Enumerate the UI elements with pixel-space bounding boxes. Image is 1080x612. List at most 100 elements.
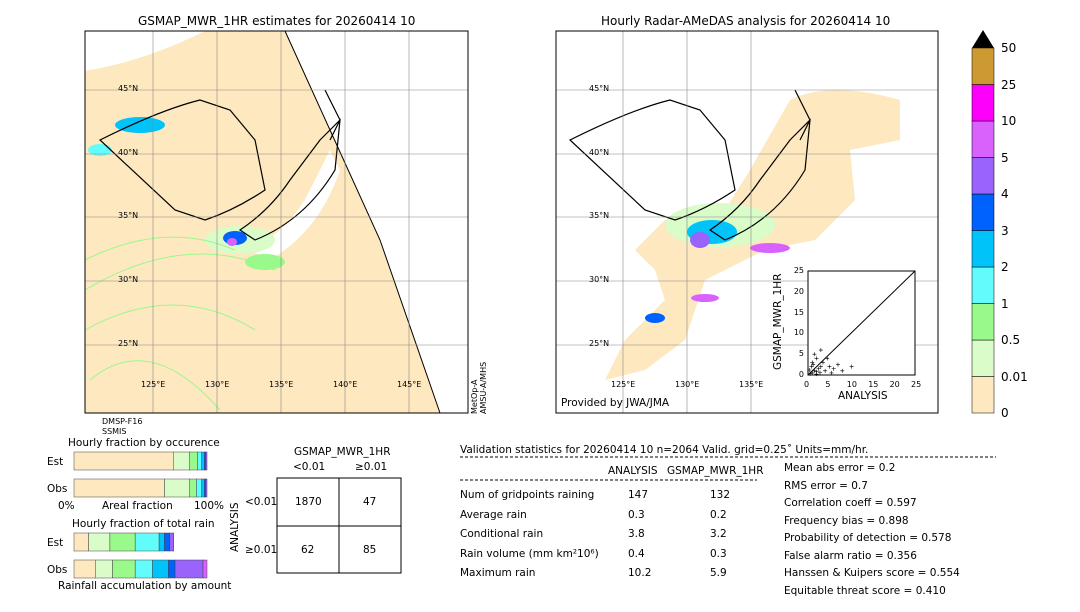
scatter-point xyxy=(811,362,816,367)
est-label: Est xyxy=(47,456,64,468)
scatter-ylabel: GSMAP_MWR_1HR xyxy=(772,273,784,370)
credit-label: Provided by JWA/JMA xyxy=(561,397,670,409)
colorbar-label: 4 xyxy=(1001,187,1009,201)
fraction-segment xyxy=(202,559,208,579)
occurrence-title: Hourly fraction by occurence xyxy=(68,437,220,449)
fraction-segment xyxy=(73,451,174,471)
x-tick-label: 20 xyxy=(889,380,900,389)
scatter-point xyxy=(812,368,817,373)
stat-analysis: 147 xyxy=(628,489,649,501)
no-data-swath xyxy=(285,31,468,413)
score-text: Correlation coeff = 0.597 xyxy=(784,497,917,509)
fraction-segment xyxy=(73,532,89,552)
scatter-point xyxy=(823,368,828,373)
left-map xyxy=(84,30,468,414)
fraction-segment xyxy=(189,478,197,498)
scatter-point xyxy=(810,370,815,375)
colorbar-segment xyxy=(971,47,995,85)
stat-label: Num of gridpoints raining xyxy=(460,489,595,501)
stat-label: Average rain xyxy=(460,508,527,521)
x-tick-label: 25 xyxy=(911,380,922,389)
lat-label: 35°N xyxy=(589,211,610,220)
scatter-point xyxy=(829,370,834,375)
fraction-segment xyxy=(174,559,204,579)
y-tick-label: 10 xyxy=(793,328,804,338)
scatter-point xyxy=(820,360,825,365)
lat-label: 35°N xyxy=(118,211,139,220)
fraction-segment xyxy=(164,478,190,498)
fraction-segment xyxy=(164,532,171,552)
axis-label: 0% xyxy=(58,500,75,512)
score-text: RMS error = 0.7 xyxy=(784,479,868,492)
axis-label: 100% xyxy=(194,500,225,512)
colorbar-label: 1 xyxy=(1001,296,1009,311)
colorbar-segment xyxy=(971,230,995,268)
fraction-segment xyxy=(158,532,165,552)
scatter-point xyxy=(808,371,813,376)
lat-label: 40°N xyxy=(589,148,610,157)
col-label: ≥0.01 xyxy=(355,461,388,473)
x-tick-label: 10 xyxy=(846,380,857,389)
cell-value: 47 xyxy=(363,496,377,508)
row-label: <0.01 xyxy=(245,496,278,508)
x-tick-label: 15 xyxy=(868,380,879,389)
stat-gsmap: 0.2 xyxy=(710,508,727,521)
score-text: False alarm ratio = 0.356 xyxy=(784,549,917,562)
colorbar-label: 0 xyxy=(1001,406,1009,420)
scatter-point xyxy=(814,356,819,361)
left-map-title: GSMAP_MWR_1HR estimates for 20260414 10 xyxy=(138,14,416,28)
fraction-segment xyxy=(196,478,202,498)
colorbar-segment xyxy=(971,376,995,414)
scatter-point xyxy=(816,366,821,371)
fraction-segment xyxy=(189,451,198,471)
y-tick-label: 5 xyxy=(798,349,804,359)
lon-label: 130°E xyxy=(205,380,230,389)
cell-value: 62 xyxy=(301,544,315,556)
fraction-segment xyxy=(134,559,153,579)
lon-label: 140°E xyxy=(333,380,358,389)
diagonal-line xyxy=(807,270,916,376)
stat-gsmap: 5.9 xyxy=(710,567,727,579)
fraction-segment xyxy=(201,478,205,498)
obs-label: Obs xyxy=(47,483,68,495)
colorbar-label: 50 xyxy=(1001,41,1017,55)
fraction-segment xyxy=(95,559,113,579)
lat-label: 40°N xyxy=(118,148,139,157)
y-tick-label: 25 xyxy=(793,266,804,275)
sensor-label: DMSP-F16 xyxy=(102,417,143,426)
fraction-segment xyxy=(168,559,176,579)
scatter-point xyxy=(840,368,845,373)
lat-label: 30°N xyxy=(589,275,610,284)
colorbar-segment xyxy=(971,266,995,304)
total-rain-title: Hourly fraction of total rain xyxy=(72,518,215,530)
fraction-segment xyxy=(112,559,136,579)
colorbar-segment xyxy=(971,339,995,377)
fraction-segment xyxy=(197,451,202,471)
cell-value: 1870 xyxy=(295,496,322,508)
colorbar-label: 5 xyxy=(1001,150,1009,165)
lon-label: 130°E xyxy=(675,380,700,389)
lon-label: 135°E xyxy=(269,380,294,389)
stats-col: ANALYSIS xyxy=(608,465,658,477)
stat-analysis: 0.4 xyxy=(628,547,645,560)
contingency-title: GSMAP_MWR_1HR xyxy=(294,446,391,458)
stat-gsmap: 132 xyxy=(710,489,731,501)
stat-gsmap: 0.3 xyxy=(710,547,727,560)
y-tick-label: 15 xyxy=(793,307,804,317)
score-text: Equitable threat score = 0.410 xyxy=(784,584,946,597)
score-text: Mean abs error = 0.2 xyxy=(784,462,896,474)
fraction-segment xyxy=(201,451,205,471)
scatter-point xyxy=(817,370,822,375)
sensor-label-right: MetOp-A AMSU-A/MHS xyxy=(470,361,488,414)
contingency-ylabel: ANALYSIS xyxy=(229,502,241,552)
fraction-segment xyxy=(173,451,190,471)
fraction-segment xyxy=(134,532,160,552)
lon-label: 125°E xyxy=(611,380,636,389)
est-label: Est xyxy=(47,537,64,549)
axis-label: Rainfall accumulation by amount xyxy=(58,580,232,592)
scatter-point xyxy=(814,372,819,377)
scatter-point xyxy=(825,356,830,361)
fraction-segment xyxy=(152,559,169,579)
scatter-point xyxy=(809,364,814,369)
